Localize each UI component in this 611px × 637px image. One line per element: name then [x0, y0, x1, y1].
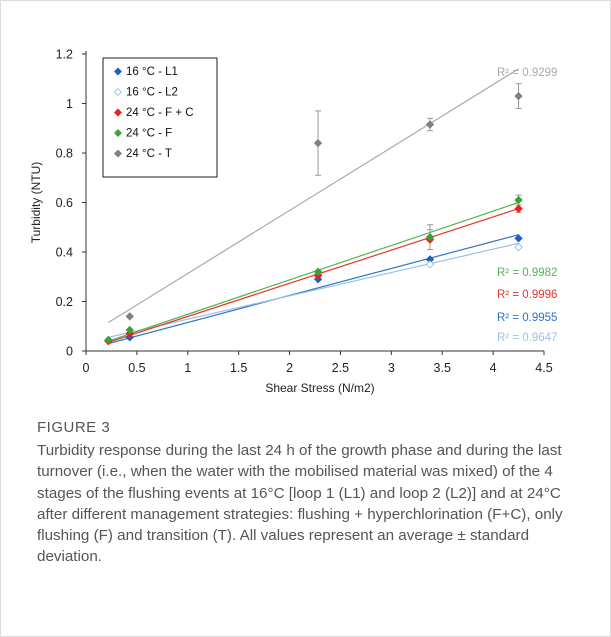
x-tick-labels: 0 0.5 1 1.5 2 2.5 3 3.5 4 4.5: [83, 361, 553, 375]
trendlines: [108, 68, 519, 345]
data-points: [104, 91, 523, 346]
y-tick-label: 0: [66, 345, 73, 359]
legend-entry: 24 °C - F: [126, 128, 172, 140]
legend-entry: 16 °C - L2: [126, 87, 178, 99]
caption-text: Turbidity response during the last 24 h …: [37, 442, 563, 566]
data-point: [514, 234, 523, 243]
trendline: [108, 201, 519, 342]
axes: [82, 51, 545, 355]
x-tick-label: 4: [490, 361, 497, 375]
trendline: [108, 68, 519, 324]
data-point: [514, 91, 523, 101]
trendline: [108, 242, 519, 338]
data-point: [514, 204, 523, 213]
y-axis-label: Turbidity (NTU): [29, 162, 43, 244]
y-tick-label: 1: [66, 97, 73, 111]
y-tick-labels: 0 0.2 0.4 0.6 0.8 1 1.2: [56, 48, 73, 359]
data-point: [514, 195, 523, 205]
x-tick-label: 1.5: [230, 361, 247, 375]
legend-marker: [114, 88, 122, 96]
legend-marker: [114, 108, 122, 117]
r2-label: R² = 0.9996: [497, 289, 557, 301]
x-tick-label: 3.5: [434, 361, 451, 375]
trendline: [108, 208, 519, 343]
legend-marker: [114, 129, 122, 137]
data-point: [425, 232, 435, 242]
legend-marker: [114, 67, 122, 76]
legend-entry: 24 °C - T: [126, 148, 172, 160]
data-point: [125, 312, 134, 321]
y-tick-label: 0.8: [56, 147, 73, 161]
x-tick-label: 2: [286, 361, 293, 375]
x-axis-label: Shear Stress (N/m2): [265, 381, 374, 395]
r2-label: R² = 0.9982: [497, 267, 557, 279]
data-point: [313, 267, 323, 276]
r2-label: R² = 0.9647: [497, 332, 557, 344]
data-point: [313, 138, 323, 148]
chart: 0 0.5 1 1.5 2 2.5 3 3.5 4 4.5 0 0.2 0.4 0.6 0.8 1 1.2 S…: [29, 48, 557, 396]
r2-labels: R² = 0.9955 R² = 0.9647 R² = 0.9996 R² = 0.…: [497, 67, 557, 344]
legend-marker: [114, 149, 122, 158]
r2-label: R² = 0.9299: [497, 67, 557, 79]
legend-box: [102, 57, 218, 178]
data-point: [104, 335, 113, 345]
error-bars: [315, 83, 522, 251]
figure-label: FIGURE 3: [37, 419, 111, 436]
x-tick-label: 0.5: [128, 361, 145, 375]
x-tick-label: 4.5: [535, 361, 552, 375]
data-point: [425, 120, 435, 129]
x-tick-label: 1: [184, 361, 191, 375]
data-point: [125, 325, 134, 335]
x-tick-label: 3: [388, 361, 395, 375]
r2-label: R² = 0.9955: [497, 312, 557, 324]
y-tick-label: 1.2: [56, 48, 73, 62]
legend-entry: 24 °C - F + C: [126, 107, 194, 119]
y-tick-label: 0.2: [56, 295, 73, 309]
trendline: [108, 234, 519, 345]
legend: 16 °C - L1 16 °C - L2 24 °C - F + C 24 °C -…: [102, 57, 218, 178]
data-point: [514, 242, 523, 252]
figure-caption: FIGURE 3 Turbidity response during the l…: [37, 419, 582, 568]
data-point: [425, 260, 435, 269]
y-tick-label: 0.6: [56, 196, 73, 210]
y-tick-label: 0.4: [56, 246, 73, 260]
legend-entry: 16 °C - L1: [126, 66, 178, 78]
x-tick-label: 0: [83, 361, 90, 375]
x-tick-label: 2.5: [332, 361, 349, 375]
